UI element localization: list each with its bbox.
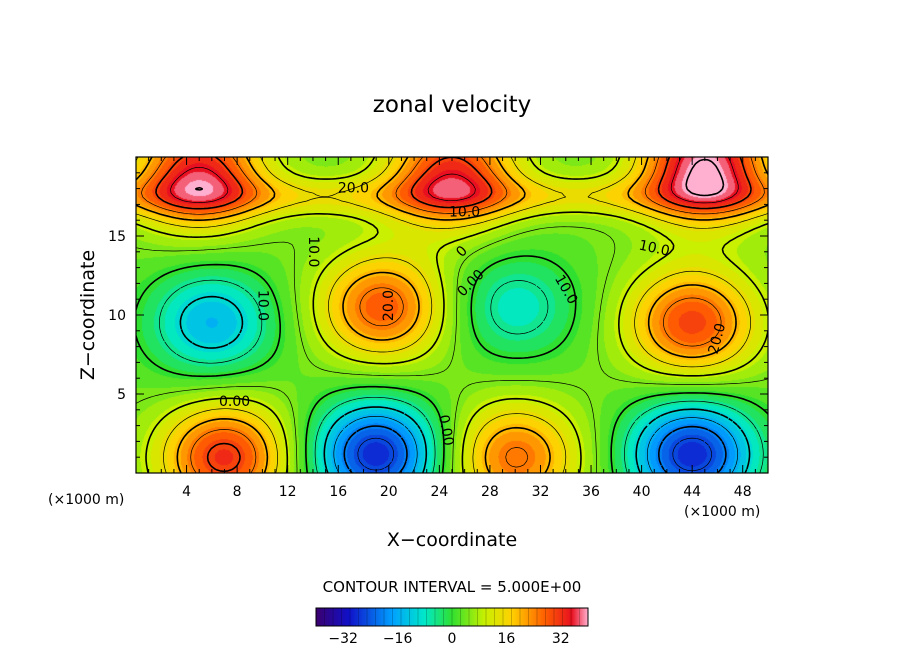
plot-area: 20.010.010.0 10.010.0 20.0 10.00.0020.00.00… [108,156,769,500]
contour-lines [136,157,768,473]
contour-level-5 [136,226,768,473]
x-tick-label: 4 [182,484,191,500]
colorbar-gradient [316,608,588,626]
colorbar-tick-label: 0 [448,631,457,647]
contour-level-m5 [159,279,764,473]
y-tick-label: 5 [117,387,126,403]
x-unit-left: (×1000 m) [48,492,124,508]
x-tick-label: 32 [532,484,550,500]
x-tick-label: 20 [380,484,398,500]
contour-level-10 [136,157,768,473]
colorbar-frame [315,607,589,627]
contour-label: 20.0 [381,290,397,321]
contour-label: 0.00 [435,414,456,447]
contour-interval-text: CONTOUR INTERVAL = 5.000E+00 [323,578,582,596]
contour-level-30 [155,157,752,473]
colorbar-tick-label: −32 [328,631,358,647]
contour-label: 10.0 [637,238,671,260]
x-axis-label: X−coordinate [387,529,517,551]
contour-level-0 [136,255,768,473]
contour-label: 10.0 [254,290,270,321]
x-tick-label: 16 [329,484,347,500]
contour-level-m10 [179,295,751,473]
contour-level-35 [170,157,739,204]
contour-level-25 [141,157,765,473]
y-axis: 5 10 15 [108,172,768,458]
colorbar-tick-label: 32 [552,631,570,647]
y-tick-label: 10 [108,308,126,324]
x-tick-label: 8 [233,484,242,500]
x-tick-label: 44 [683,484,701,500]
colorbar-tick-label: −16 [383,631,413,647]
x-tick-label: 12 [279,484,297,500]
contour-label: 10.0 [305,236,321,267]
colorbar: −32 −16 0 16 32 [315,607,589,647]
contour-label: 20.0 [706,322,730,356]
colorbar-steps [315,608,580,626]
contour-label: 0.00 [219,394,250,410]
contour-level-20 [136,157,768,473]
y-axis-label: Z−coordinate [77,250,99,380]
x-tick-label: 28 [481,484,499,500]
contour-label: 20.0 [338,181,369,197]
contour-label: 10.0 [449,204,480,220]
contour-level-15 [136,157,768,473]
colorbar-tick-label: 16 [497,631,515,647]
x-tick-label: 48 [734,484,752,500]
y-tick-label: 15 [108,229,126,245]
x-tick-label: 24 [430,484,448,500]
x-axis: 4 8 12 16 20 24 28 32 36 40 44 48 [148,157,756,500]
colorbar-ticks: −32 −16 0 16 32 [328,631,569,647]
x-tick-label: 36 [582,484,600,500]
chart-title: zonal velocity [373,92,531,118]
x-tick-label: 40 [633,484,651,500]
x-unit-right: (×1000 m) [684,504,760,520]
contour-level-40 [194,158,725,197]
